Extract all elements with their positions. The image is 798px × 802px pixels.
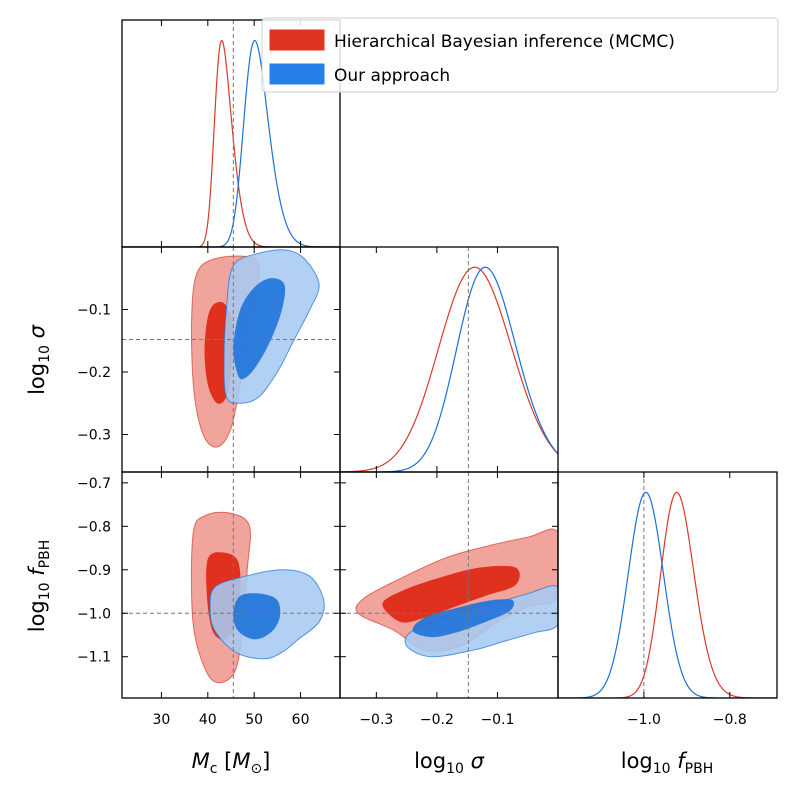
xlabel-logfPBH-part: PBH [685, 761, 714, 777]
contour-inner-Mc_logfPBH-s1 [233, 593, 281, 640]
xtick-label-logfPBH: −1.0 [627, 712, 661, 728]
xlabel-logsigma-part: log [414, 749, 446, 773]
xlabel-Mc-part: ] [262, 749, 270, 773]
xlabel-logfPBH-part: 10 [653, 761, 671, 777]
xtick-label-logsigma: −0.1 [480, 712, 514, 728]
frame-layer [121, 19, 778, 699]
legend-label-0: Hierarchical Bayesian inference (MCMC) [334, 32, 675, 52]
ytick-label-logsigma: −0.2 [77, 365, 111, 381]
contour-inner-Mc_logsigma-s1 [233, 278, 286, 380]
ylabel-logfPBH-part: PBH [37, 540, 53, 569]
ytick-label-logfPBH: −1.1 [77, 650, 111, 666]
legend-swatch-0 [269, 29, 325, 51]
legend: Hierarchical Bayesian inference (MCMC) Ou… [261, 17, 779, 93]
contour-Mc_logsigma-s1 [223, 249, 320, 404]
xlabel-Mc-part: M [192, 749, 210, 773]
xlabel-Mc: Mc [M⊙] [192, 749, 271, 777]
ytick-label-logsigma: −0.3 [77, 428, 111, 444]
marginal-Mc-s0 [122, 39, 340, 247]
marginal-Mc-s1 [122, 39, 340, 247]
ylabel-logsigma: log10 σ [25, 324, 53, 395]
panel-frame-1-1 [339, 246, 559, 473]
xlabel-logsigma-part: 10 [446, 761, 464, 777]
contour-fill-layer [190, 249, 558, 684]
contour-logsigma_logfPBH-s1 [404, 585, 558, 658]
ylabel-logfPBH-part: log [25, 600, 49, 632]
xlabel-Mc-part: ⊙ [250, 761, 262, 777]
ytick-label-logfPBH: −0.7 [77, 476, 111, 492]
truth-line-layer [122, 20, 645, 698]
ylabel-logsigma-part: log [25, 363, 49, 395]
contour-Mc_logfPBH-s1 [209, 569, 325, 660]
marginal-logfPBH-s1 [558, 491, 777, 698]
ytick-label-logfPBH: −0.8 [77, 519, 111, 535]
ylabel-logsigma-part: 10 [37, 345, 53, 363]
ytick-label-logfPBH: −1.0 [77, 606, 111, 622]
ylabel-logfPBH-part: 10 [37, 582, 53, 600]
ylabel-logfPBH: log10 fPBH [25, 540, 53, 633]
tick-layer [122, 20, 731, 698]
legend-swatch-1 [269, 63, 325, 85]
ylabel-logfPBH-part: f [25, 565, 49, 583]
xlabel-Mc-part: [ [217, 749, 232, 773]
legend-box [261, 17, 779, 93]
label-layer: 30 40 50 60 −0.3 −0.2 −0.1 −1.0 −0.8 −0.3 −0.2 −0.1… [25, 303, 747, 778]
xlabel-logsigma-part: σ [464, 749, 485, 773]
xlabel-logfPBH: log10 fPBH [621, 749, 714, 777]
ytick-label-logfPBH: −0.9 [77, 563, 111, 579]
xlabel-Mc-part: M [232, 749, 250, 773]
marginal-logfPBH-s0 [558, 491, 777, 698]
marginal-logsigma-s0 [340, 266, 558, 472]
xtick-label-Mc: 50 [245, 712, 263, 728]
xlabel-logfPBH-part: log [621, 749, 653, 773]
xtick-label-Mc: 60 [292, 712, 310, 728]
xtick-label-logsigma: −0.2 [420, 712, 454, 728]
xlabel-logfPBH-part: f [671, 749, 689, 773]
xlabel-logsigma: log10 σ [414, 749, 485, 777]
xtick-label-Mc: 30 [153, 712, 171, 728]
panel-frame-2-2 [557, 471, 778, 699]
marginal-logsigma-s1 [340, 266, 558, 472]
xtick-label-logsigma: −0.3 [359, 712, 393, 728]
contour-inner-logsigma_logfPBH-s0 [382, 565, 520, 623]
legend-label-1: Our approach [334, 66, 450, 86]
contour-inner-logsigma_logfPBH-s1 [412, 599, 515, 638]
ylabel-logsigma-part: σ [25, 324, 49, 345]
xtick-label-Mc: 40 [199, 712, 217, 728]
xtick-label-logfPBH: −0.8 [713, 712, 747, 728]
xlabel-Mc-part: c [210, 761, 218, 777]
ytick-label-logsigma: −0.1 [77, 303, 111, 319]
